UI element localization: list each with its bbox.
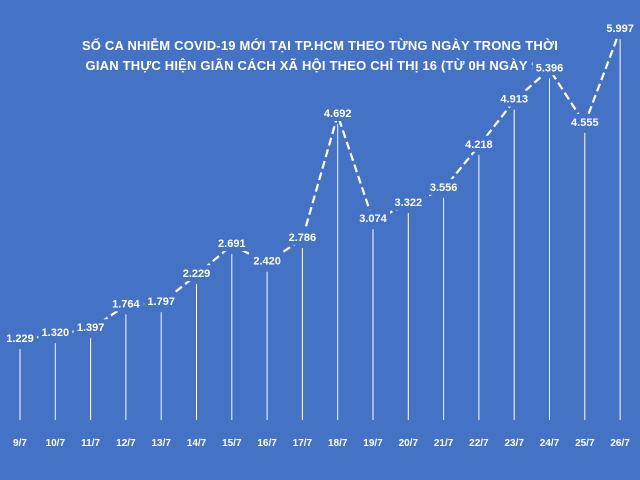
x-tick-label: 16/7: [257, 438, 277, 449]
data-label: 4.555: [571, 117, 599, 129]
data-label-bg: [179, 265, 214, 282]
x-tick-label: 10/7: [46, 438, 66, 449]
data-label: 4.692: [324, 108, 352, 120]
data-label: 4.218: [465, 139, 493, 151]
data-label: 2.786: [289, 232, 317, 244]
data-label-bg: [320, 105, 355, 122]
chart-title-line-1: SỐ CA NHIỄM COVID-19 MỚI TẠI TP.HCM THEO…: [81, 38, 559, 53]
data-label: 3.074: [359, 213, 387, 225]
x-tick-label: 17/7: [293, 438, 313, 449]
x-tick-label: 12/7: [116, 438, 136, 449]
x-tick-label: 24/7: [540, 438, 560, 449]
data-label-bg: [356, 210, 390, 227]
data-label-bg: [285, 228, 320, 245]
value-labels: 1.229 1.320 1.397 1.764 1.797 2.229 2.691 2.420…: [3, 20, 638, 347]
data-label: 2.229: [183, 268, 211, 280]
series-line: [19, 29, 622, 342]
data-label: 1.397: [77, 322, 105, 334]
data-label: 1.320: [42, 327, 70, 339]
x-tick-label: 25/7: [575, 438, 595, 449]
x-tick-label: 11/7: [81, 438, 100, 449]
drop-lines: [19, 39, 621, 420]
data-label: 2.691: [218, 238, 246, 250]
data-label-bg: [603, 20, 638, 37]
data-label: 2.420: [253, 256, 281, 268]
x-tick-label: 14/7: [187, 438, 207, 449]
data-label-bg: [567, 113, 602, 130]
x-axis-ticks: 9/7 10/7 11/7 12/7 13/7 14/7 15/7 16/7 17/7 18/7 1…: [13, 438, 630, 449]
data-label: 1.229: [6, 333, 34, 345]
data-label: 5.997: [606, 23, 634, 35]
chart-title: SỐ CA NHIỄM COVID-19 MỚI TẠI TP.HCM THEO…: [0, 36, 640, 76]
x-tick-label: 20/7: [399, 438, 419, 449]
data-label: 4.913: [500, 94, 528, 106]
data-label: 1.797: [147, 296, 175, 308]
data-label-bg: [391, 194, 426, 211]
data-label-bg: [73, 319, 108, 336]
x-tick-label: 13/7: [151, 438, 171, 449]
data-label-bg: [497, 90, 532, 107]
x-tick-label: 9/7: [13, 438, 27, 449]
data-label-bg: [38, 324, 73, 341]
x-tick-label: 23/7: [504, 438, 524, 449]
data-label: 3.556: [430, 182, 458, 194]
data-label: 3.322: [395, 197, 423, 209]
data-label-bg: [461, 135, 496, 152]
x-tick-label: 15/7: [222, 438, 242, 449]
x-tick-label: 22/7: [469, 438, 489, 449]
x-tick-label: 18/7: [328, 438, 348, 449]
data-label-bg: [214, 235, 249, 252]
data-label-bg: [3, 330, 37, 347]
data-label: 1.764: [112, 298, 140, 310]
data-label-bg: [426, 178, 461, 195]
x-tick-label: 26/7: [610, 438, 630, 449]
data-label-bg: [144, 293, 179, 310]
data-label-bg: [108, 295, 143, 312]
data-label-bg: [250, 252, 285, 269]
data-label-bg: [532, 59, 567, 76]
x-tick-label: 19/7: [363, 438, 383, 449]
x-tick-label: 21/7: [434, 438, 454, 449]
data-label: 5.396: [536, 62, 564, 74]
chart-title-line-2: GIAN THỰC HIỆN GIÃN CÁCH XÃ HỘI THEO CHỈ…: [85, 58, 555, 73]
